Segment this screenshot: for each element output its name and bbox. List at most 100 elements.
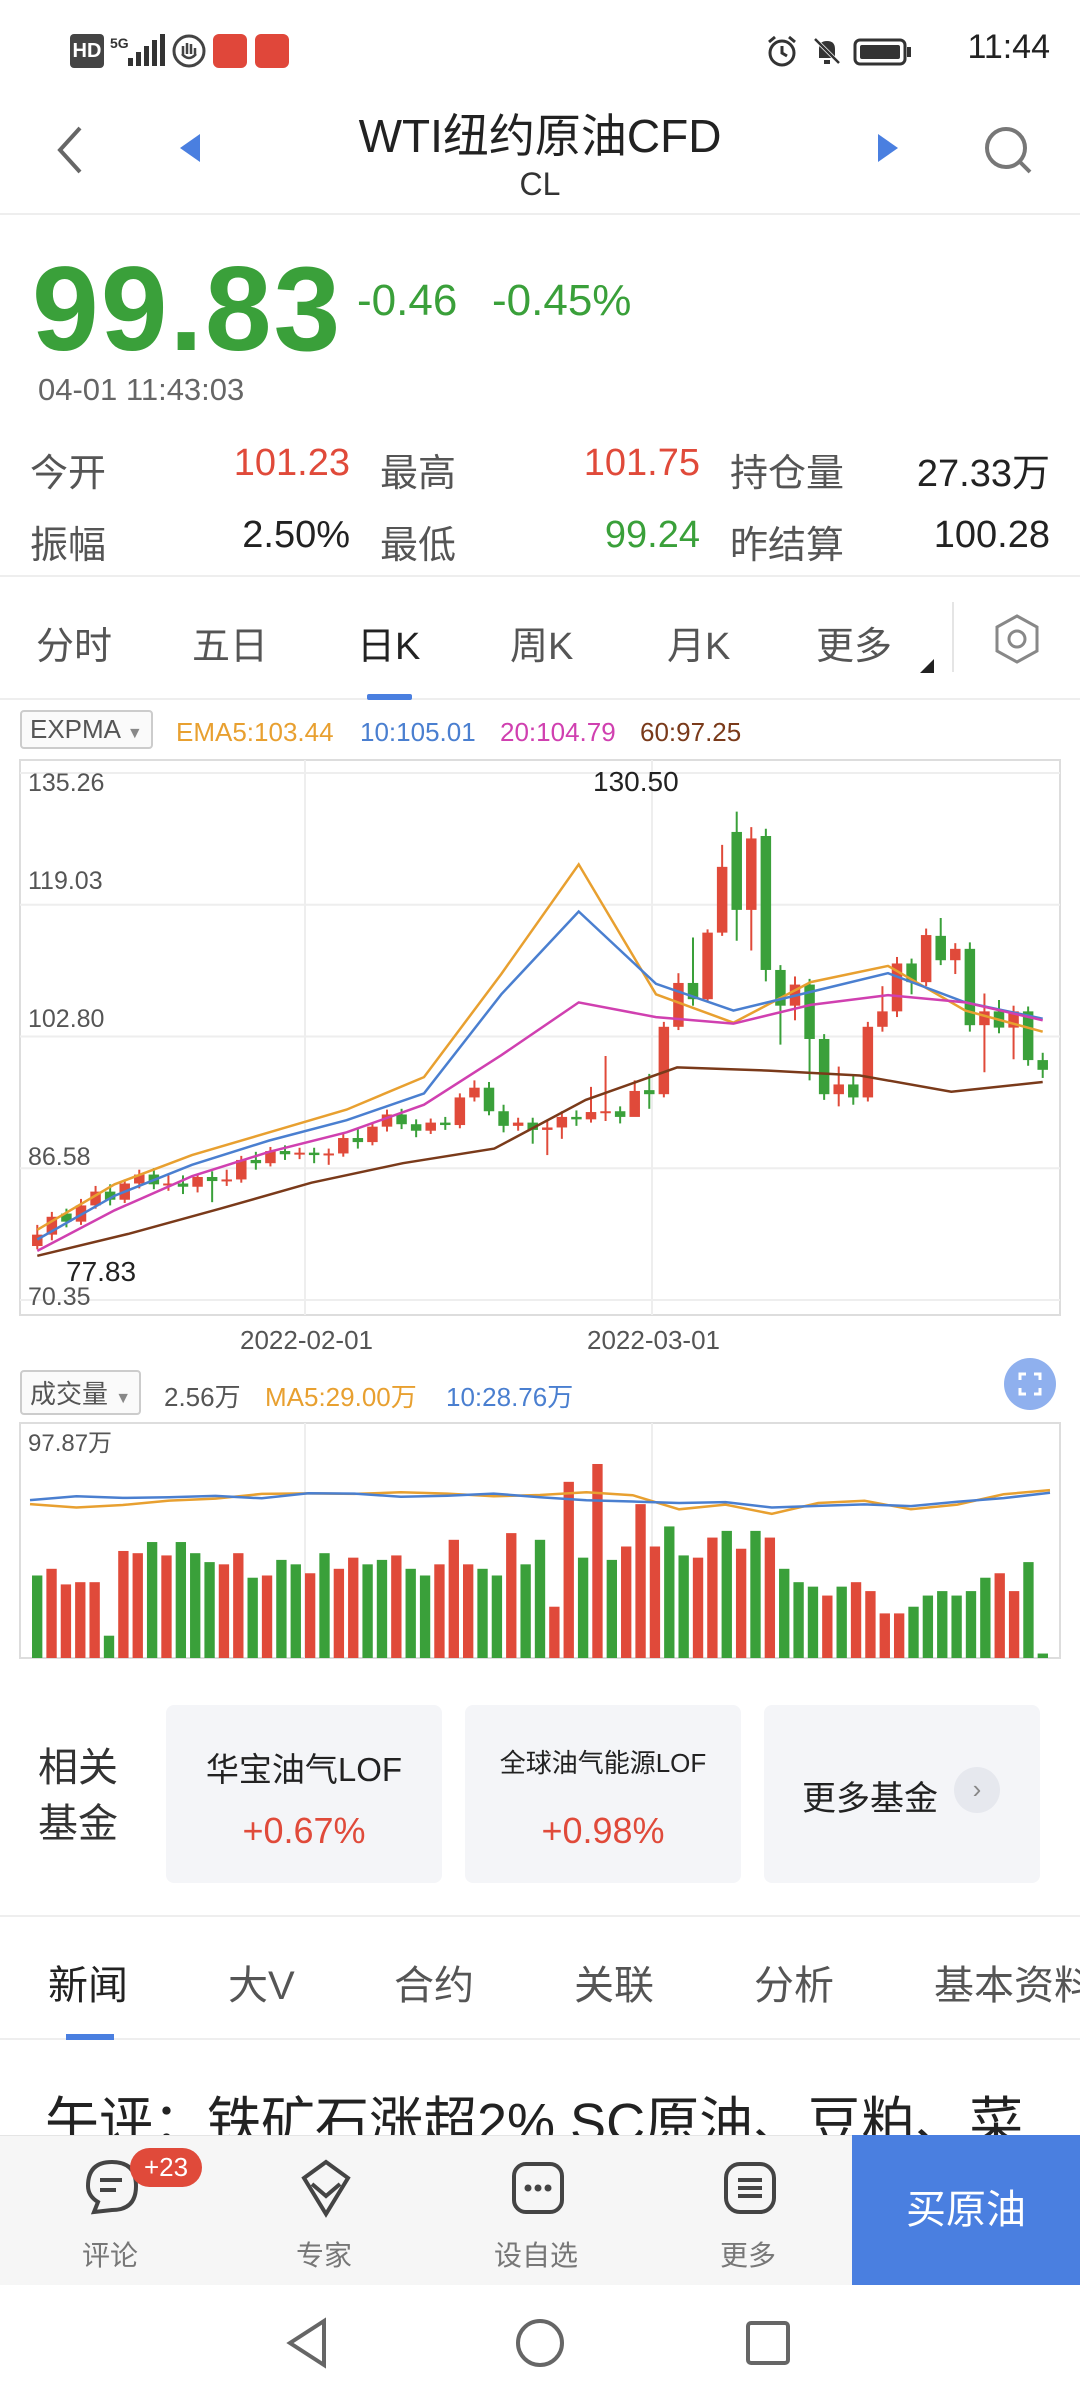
tab-monthly-k[interactable]: 月K [667,626,731,668]
prev-instrument-button[interactable] [170,128,210,168]
fullscreen-button[interactable] [1004,1358,1056,1410]
candle [891,956,903,1018]
tab-daily-k[interactable]: 日K [357,626,421,668]
candle [1037,1052,1048,1078]
candle-body [804,984,815,1039]
volume-bar [865,1591,876,1658]
tab-basic-info[interactable]: 基本资料 [934,1964,1080,2008]
candle [425,1118,436,1134]
candle [367,1122,378,1146]
candle [512,1117,524,1131]
tab-analysis[interactable]: 分析 [754,1964,834,2008]
candle [206,1171,218,1203]
kline-chart[interactable]: 135.26 119.03 102.80 86.58 70.35 130.50 … [0,755,1080,1365]
expand-icon [1018,1372,1042,1396]
kline-grid [20,760,1060,1315]
candle [440,1116,451,1130]
chevron-down-icon: ▼ [115,1390,132,1407]
period-tabs: 分时 五日 日K 周K 月K 更多 [0,575,1080,700]
candle-body [775,969,786,1006]
candle [775,965,786,1045]
tab-weekly-k[interactable]: 周K [510,626,574,668]
back-button[interactable] [40,120,100,180]
fund-name: 全球油气能源LOF [499,1748,707,1778]
tab-bigv[interactable]: 大V [228,1964,295,2008]
candle [352,1129,364,1149]
candle [935,918,946,966]
watchlist-button[interactable]: 设自选 [466,2136,606,2286]
candle [950,943,961,975]
tab-related[interactable]: 关联 [574,1964,654,2008]
expert-label: 专家 [295,2240,352,2271]
candle-body [308,1152,320,1156]
volume-bar [391,1555,402,1658]
candle-body [920,935,932,983]
candle [804,978,815,1081]
candle-body [425,1122,436,1131]
volume-bar [635,1504,646,1658]
expert-icon [301,2159,351,2218]
volume-bar [333,1568,345,1658]
volume-bar [405,1568,416,1658]
more-button[interactable]: 更多 [678,2136,818,2286]
candle-body [1008,1011,1019,1028]
tab-more[interactable]: 更多 [816,626,893,668]
volume-bar [592,1463,603,1658]
candle-body [687,982,699,1000]
indicator-dropdown[interactable]: EXPMA ▼ [20,710,153,749]
app-icon [213,34,247,68]
candle-body [935,935,946,961]
expert-button[interactable]: 专家 [254,2136,394,2286]
volume-bar [951,1595,962,1658]
stat-value-amplitude: 2.50% [242,514,350,556]
volume-chart[interactable]: 97.87万 [0,1415,1080,1665]
stat-value-prev-settle: 100.28 [933,514,1050,556]
candle [818,1034,830,1100]
volume-bar [103,1635,115,1658]
volume-bar [735,1548,747,1658]
nav-back-icon[interactable] [280,2315,336,2371]
comment-button[interactable]: 评论 [40,2136,180,2286]
candle-body [556,1116,568,1128]
news-tabs: 新闻 大V 合约 关联 分析 基本资料 [0,1915,1080,2040]
quote-time: 04-01 11:43:03 [38,372,245,407]
candle-body [323,1153,334,1156]
buy-oil-button[interactable]: 买原油 [852,2135,1080,2285]
tab-intraday[interactable]: 分时 [36,626,113,668]
fund-card[interactable]: 全球油气能源LOF +0.98% [465,1705,741,1883]
candle-body [877,1011,888,1027]
volume-indicator-dropdown[interactable]: 成交量 ▼ [20,1370,142,1415]
tab-news[interactable]: 新闻 [48,1964,128,2008]
candle-body [104,1191,116,1200]
candle-body [396,1114,407,1125]
nav-recents-icon[interactable] [740,2315,796,2371]
fund-card[interactable]: 华宝油气LOF +0.67% [166,1705,442,1883]
min-price-label: 77.83 [66,1256,136,1287]
volume-bar [922,1595,934,1658]
hand-icon [172,34,206,68]
max-price-label: 130.50 [593,766,679,797]
candle-body [46,1216,58,1235]
nav-home-icon[interactable] [512,2315,568,2371]
search-button[interactable] [978,120,1038,180]
next-instrument-button[interactable] [868,128,908,168]
chart-settings-button[interactable] [990,612,1044,666]
candle [702,929,713,1003]
volume-y-label: 97.87万 [28,1430,112,1457]
more-funds-button[interactable]: 更多基金 › [764,1705,1040,1883]
candle [906,958,917,995]
candle-body [658,1026,670,1095]
candle-body [1022,1011,1034,1061]
candle-body [381,1114,393,1127]
volume-bar [261,1575,273,1658]
candle [877,986,888,1032]
candle-body [848,1084,859,1098]
tab-five-day[interactable]: 五日 [192,626,269,668]
candle [410,1119,422,1138]
candle-body [483,1087,495,1112]
tab-contract[interactable]: 合约 [394,1964,474,2008]
stat-label-prev-settle: 昨结算 [730,525,845,567]
stat-value-high: 101.75 [583,442,700,484]
stat-value-open-interest: 27.33万 [916,453,1050,495]
volume-bar [89,1582,100,1658]
